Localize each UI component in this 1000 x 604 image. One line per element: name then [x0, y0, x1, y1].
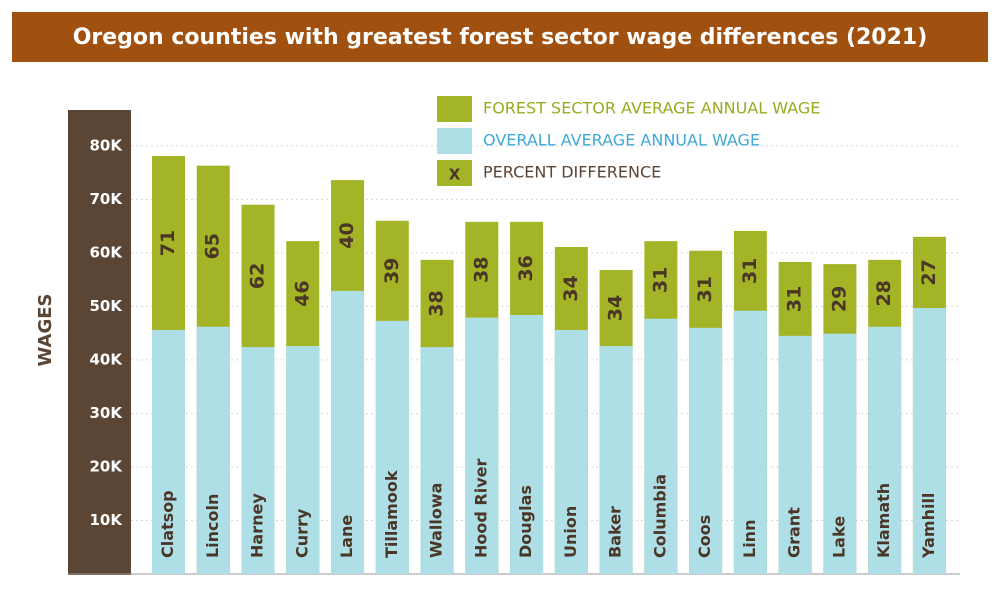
y-tick-label: 80K	[90, 136, 124, 154]
percent-label: 38	[470, 257, 492, 283]
y-tick-label: 10K	[90, 511, 124, 529]
bar	[823, 333, 857, 574]
percent-label: 31	[784, 286, 806, 312]
x-tick-label: Baker	[606, 506, 625, 558]
legend-swatch	[437, 96, 472, 122]
x-tick-label: Wallowa	[427, 483, 446, 558]
x-tick-label: Columbia	[650, 474, 669, 558]
x-tick-label: Yamhill	[919, 493, 938, 559]
bar	[465, 317, 499, 574]
percent-label: 34	[560, 275, 582, 301]
chart-title: Oregon counties with greatest forest sec…	[73, 25, 928, 50]
x-tick-label: Coos	[695, 515, 714, 558]
x-tick-label: Douglas	[516, 485, 535, 558]
x-tick-label: Harney	[248, 493, 267, 558]
percent-label: 38	[426, 290, 448, 316]
bar	[778, 335, 812, 574]
bar	[912, 308, 946, 574]
percent-label: 36	[515, 255, 537, 281]
x-tick-label: Tillamook	[382, 470, 401, 558]
bar	[196, 326, 230, 574]
bar	[510, 314, 544, 574]
bar	[868, 326, 902, 574]
percent-label: 31	[649, 267, 671, 293]
x-tick-label: Curry	[292, 508, 311, 558]
legend-swatch	[437, 160, 472, 186]
percent-label: 62	[247, 263, 269, 289]
x-tick-label: Klamath	[874, 483, 893, 558]
x-tick-label: Linn	[740, 520, 759, 558]
legend-symbol: X	[449, 166, 461, 184]
x-tick-label: Grant	[785, 507, 804, 558]
axis-band	[68, 110, 131, 575]
x-tick-label: Lane	[337, 515, 356, 558]
legend-label: FOREST SECTOR AVERAGE ANNUAL WAGE	[483, 99, 820, 118]
x-tick-label: Lincoln	[203, 494, 222, 558]
percent-label: 28	[873, 280, 895, 306]
bar	[331, 290, 365, 574]
x-tick-label: Lake	[829, 516, 848, 558]
percent-label: 34	[605, 295, 627, 321]
percent-label: 31	[694, 276, 716, 302]
y-tick-label: 60K	[90, 243, 124, 261]
bar	[689, 327, 723, 574]
percent-label: 31	[739, 258, 761, 284]
legend-swatch	[437, 128, 472, 154]
x-tick-label: Clatsop	[158, 490, 177, 558]
legend-label: OVERALL AVERAGE ANNUAL WAGE	[483, 131, 760, 150]
x-tick-label: Hood River	[471, 459, 490, 558]
percent-label: 29	[828, 286, 850, 312]
bar	[644, 318, 678, 574]
bar	[241, 347, 275, 574]
percent-label: 46	[291, 280, 313, 306]
bar	[375, 320, 409, 574]
legend-label: PERCENT DIFFERENCE	[483, 163, 661, 182]
bar	[420, 347, 454, 574]
percent-label: 65	[202, 233, 224, 259]
bar	[733, 310, 767, 574]
title-bar	[12, 12, 988, 62]
percent-label: 27	[918, 259, 940, 285]
percent-label: 71	[157, 230, 179, 256]
y-tick-label: 70K	[90, 190, 124, 208]
y-tick-label: 20K	[90, 457, 124, 475]
percent-label: 40	[336, 222, 358, 248]
y-tick-label: 30K	[90, 404, 124, 422]
y-axis-label: WAGES	[35, 293, 56, 366]
bar	[152, 329, 185, 574]
bar	[599, 346, 633, 574]
percent-label: 39	[381, 258, 403, 284]
y-tick-label: 40K	[90, 350, 124, 368]
bar	[286, 346, 320, 574]
y-tick-label: 50K	[90, 297, 124, 315]
x-tick-label: Union	[561, 506, 580, 558]
bar	[554, 329, 588, 574]
